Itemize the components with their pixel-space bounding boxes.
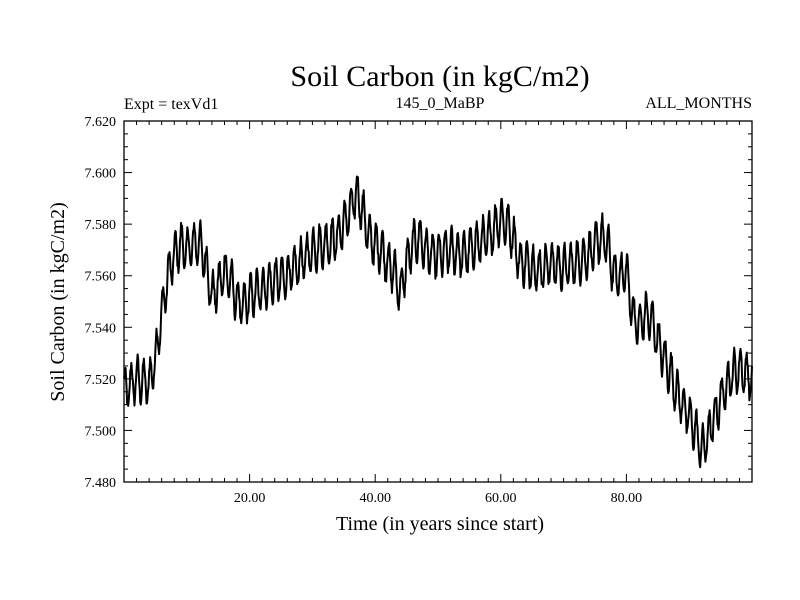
axes <box>123 120 753 483</box>
plot-frame <box>123 120 753 483</box>
x-tick-label: 80.00 <box>611 491 643 506</box>
y-tick-label: 7.480 <box>85 476 117 491</box>
y-tick-label: 7.540 <box>85 321 117 336</box>
x-tick-label: 60.00 <box>485 491 517 506</box>
y-tick-label: 7.580 <box>85 218 117 233</box>
series-group <box>123 175 753 469</box>
y-tick-label: 7.520 <box>85 373 117 388</box>
chart-title: Soil Carbon (in kgC/m2) <box>290 60 589 93</box>
y-tick-label: 7.560 <box>85 270 117 285</box>
x-tick-label: 20.00 <box>234 491 266 506</box>
months-label: ALL_MONTHS <box>645 95 752 112</box>
y-tick-label: 7.500 <box>85 424 117 439</box>
y-tick-label: 7.600 <box>85 167 117 182</box>
series-line <box>123 175 753 469</box>
period-label: 145_0_MaBP <box>396 95 485 112</box>
x-tick-label: 40.00 <box>359 491 391 506</box>
ticks: 7.480 7.500 7.520 7.540 7.560 7.580 7.600 7.620… <box>85 115 752 506</box>
x-axis-label: Time (in years since start) <box>336 513 544 535</box>
y-tick-label: 7.620 <box>85 115 117 130</box>
y-axis-label: Soil Carbon (in kgC/m2) <box>47 202 69 401</box>
experiment-label: Expt = texVd1 <box>124 96 218 113</box>
